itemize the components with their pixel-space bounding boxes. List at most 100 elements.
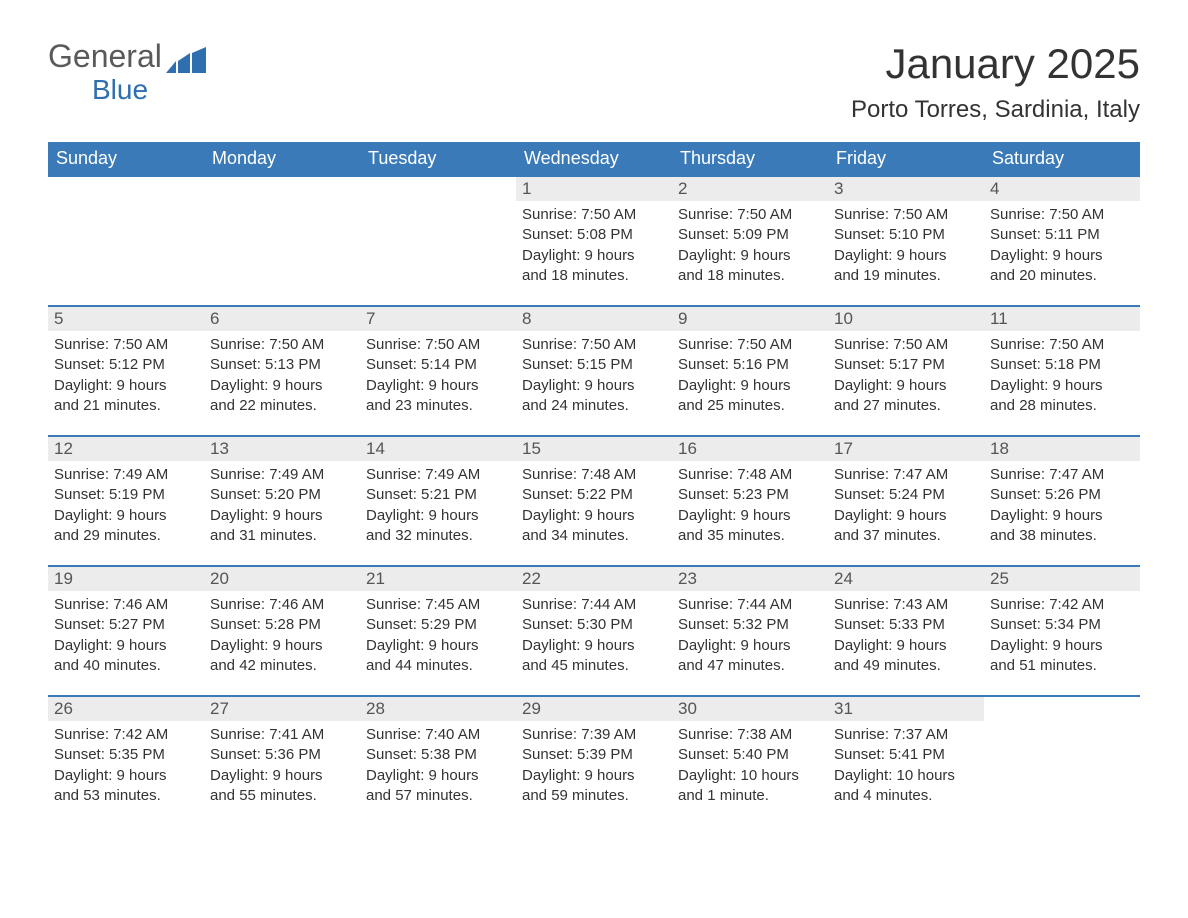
- sunset-text: Sunset: 5:24 PM: [834, 485, 978, 505]
- calendar-week: 1Sunrise: 7:50 AMSunset: 5:08 PMDaylight…: [48, 175, 1140, 305]
- day-body: Sunrise: 7:50 AMSunset: 5:08 PMDaylight:…: [516, 201, 672, 292]
- sunset-text: Sunset: 5:27 PM: [54, 615, 198, 635]
- daylight-text-2: and 59 minutes.: [522, 786, 666, 806]
- sunrise-text: Sunrise: 7:43 AM: [834, 595, 978, 615]
- sunrise-text: Sunrise: 7:50 AM: [522, 335, 666, 355]
- daylight-text-2: and 35 minutes.: [678, 526, 822, 546]
- calendar-day: 13Sunrise: 7:49 AMSunset: 5:20 PMDayligh…: [204, 437, 360, 565]
- calendar-day: 30Sunrise: 7:38 AMSunset: 5:40 PMDayligh…: [672, 697, 828, 825]
- daylight-text-2: and 44 minutes.: [366, 656, 510, 676]
- daylight-text-2: and 37 minutes.: [834, 526, 978, 546]
- daylight-text-1: Daylight: 9 hours: [522, 246, 666, 266]
- sunset-text: Sunset: 5:13 PM: [210, 355, 354, 375]
- calendar-week: 12Sunrise: 7:49 AMSunset: 5:19 PMDayligh…: [48, 435, 1140, 565]
- day-body: Sunrise: 7:49 AMSunset: 5:20 PMDaylight:…: [204, 461, 360, 552]
- sunrise-text: Sunrise: 7:48 AM: [522, 465, 666, 485]
- daylight-text-1: Daylight: 9 hours: [990, 376, 1134, 396]
- logo-chart-icon: [166, 47, 208, 78]
- calendar-week: 19Sunrise: 7:46 AMSunset: 5:27 PMDayligh…: [48, 565, 1140, 695]
- day-number: 31: [828, 697, 984, 721]
- daylight-text-2: and 38 minutes.: [990, 526, 1134, 546]
- day-number: 11: [984, 307, 1140, 331]
- sunrise-text: Sunrise: 7:50 AM: [366, 335, 510, 355]
- daylight-text-2: and 4 minutes.: [834, 786, 978, 806]
- day-body: Sunrise: 7:41 AMSunset: 5:36 PMDaylight:…: [204, 721, 360, 812]
- daylight-text-1: Daylight: 9 hours: [366, 376, 510, 396]
- day-number: 23: [672, 567, 828, 591]
- sunrise-text: Sunrise: 7:45 AM: [366, 595, 510, 615]
- daylight-text-1: Daylight: 9 hours: [366, 506, 510, 526]
- calendar-header-cell: Thursday: [672, 142, 828, 175]
- day-body: Sunrise: 7:47 AMSunset: 5:26 PMDaylight:…: [984, 461, 1140, 552]
- sunset-text: Sunset: 5:26 PM: [990, 485, 1134, 505]
- calendar-day: 16Sunrise: 7:48 AMSunset: 5:23 PMDayligh…: [672, 437, 828, 565]
- day-body: Sunrise: 7:50 AMSunset: 5:18 PMDaylight:…: [984, 331, 1140, 422]
- calendar-day: 27Sunrise: 7:41 AMSunset: 5:36 PMDayligh…: [204, 697, 360, 825]
- daylight-text-1: Daylight: 9 hours: [54, 766, 198, 786]
- day-body: Sunrise: 7:39 AMSunset: 5:39 PMDaylight:…: [516, 721, 672, 812]
- calendar-day: 24Sunrise: 7:43 AMSunset: 5:33 PMDayligh…: [828, 567, 984, 695]
- calendar-day: 12Sunrise: 7:49 AMSunset: 5:19 PMDayligh…: [48, 437, 204, 565]
- sunrise-text: Sunrise: 7:46 AM: [54, 595, 198, 615]
- day-body: Sunrise: 7:47 AMSunset: 5:24 PMDaylight:…: [828, 461, 984, 552]
- calendar-day: 8Sunrise: 7:50 AMSunset: 5:15 PMDaylight…: [516, 307, 672, 435]
- daylight-text-1: Daylight: 10 hours: [834, 766, 978, 786]
- sunset-text: Sunset: 5:39 PM: [522, 745, 666, 765]
- page-title: January 2025: [851, 40, 1140, 88]
- sunrise-text: Sunrise: 7:37 AM: [834, 725, 978, 745]
- sunset-text: Sunset: 5:33 PM: [834, 615, 978, 635]
- daylight-text-2: and 42 minutes.: [210, 656, 354, 676]
- daylight-text-2: and 51 minutes.: [990, 656, 1134, 676]
- day-number: 2: [672, 177, 828, 201]
- day-number: 3: [828, 177, 984, 201]
- calendar-day: 10Sunrise: 7:50 AMSunset: 5:17 PMDayligh…: [828, 307, 984, 435]
- day-number: 1: [516, 177, 672, 201]
- calendar-day: 26Sunrise: 7:42 AMSunset: 5:35 PMDayligh…: [48, 697, 204, 825]
- calendar-day: 5Sunrise: 7:50 AMSunset: 5:12 PMDaylight…: [48, 307, 204, 435]
- daylight-text-2: and 40 minutes.: [54, 656, 198, 676]
- sunset-text: Sunset: 5:14 PM: [366, 355, 510, 375]
- calendar: SundayMondayTuesdayWednesdayThursdayFrid…: [48, 142, 1140, 825]
- day-number: 24: [828, 567, 984, 591]
- daylight-text-2: and 57 minutes.: [366, 786, 510, 806]
- calendar-header-cell: Wednesday: [516, 142, 672, 175]
- day-number: 9: [672, 307, 828, 331]
- calendar-day: 6Sunrise: 7:50 AMSunset: 5:13 PMDaylight…: [204, 307, 360, 435]
- day-body: Sunrise: 7:50 AMSunset: 5:17 PMDaylight:…: [828, 331, 984, 422]
- daylight-text-2: and 47 minutes.: [678, 656, 822, 676]
- logo-text-1: General: [48, 38, 162, 74]
- sunset-text: Sunset: 5:15 PM: [522, 355, 666, 375]
- day-number: 20: [204, 567, 360, 591]
- sunrise-text: Sunrise: 7:41 AM: [210, 725, 354, 745]
- day-body: Sunrise: 7:50 AMSunset: 5:13 PMDaylight:…: [204, 331, 360, 422]
- daylight-text-1: Daylight: 9 hours: [210, 766, 354, 786]
- daylight-text-1: Daylight: 9 hours: [210, 376, 354, 396]
- sunrise-text: Sunrise: 7:49 AM: [54, 465, 198, 485]
- calendar-day: 3Sunrise: 7:50 AMSunset: 5:10 PMDaylight…: [828, 177, 984, 305]
- sunset-text: Sunset: 5:20 PM: [210, 485, 354, 505]
- sunrise-text: Sunrise: 7:40 AM: [366, 725, 510, 745]
- sunrise-text: Sunrise: 7:42 AM: [990, 595, 1134, 615]
- day-number: 29: [516, 697, 672, 721]
- calendar-header-cell: Monday: [204, 142, 360, 175]
- calendar-header-cell: Saturday: [984, 142, 1140, 175]
- daylight-text-1: Daylight: 9 hours: [522, 506, 666, 526]
- day-body: Sunrise: 7:50 AMSunset: 5:09 PMDaylight:…: [672, 201, 828, 292]
- daylight-text-1: Daylight: 9 hours: [522, 376, 666, 396]
- sunset-text: Sunset: 5:36 PM: [210, 745, 354, 765]
- calendar-day: 25Sunrise: 7:42 AMSunset: 5:34 PMDayligh…: [984, 567, 1140, 695]
- sunset-text: Sunset: 5:21 PM: [366, 485, 510, 505]
- calendar-day: 11Sunrise: 7:50 AMSunset: 5:18 PMDayligh…: [984, 307, 1140, 435]
- sunset-text: Sunset: 5:08 PM: [522, 225, 666, 245]
- sunset-text: Sunset: 5:10 PM: [834, 225, 978, 245]
- logo: General Blue: [48, 40, 208, 106]
- daylight-text-2: and 18 minutes.: [678, 266, 822, 286]
- day-body: Sunrise: 7:46 AMSunset: 5:27 PMDaylight:…: [48, 591, 204, 682]
- calendar-header-cell: Tuesday: [360, 142, 516, 175]
- title-block: January 2025 Porto Torres, Sardinia, Ita…: [851, 40, 1140, 124]
- calendar-header-row: SundayMondayTuesdayWednesdayThursdayFrid…: [48, 142, 1140, 175]
- daylight-text-2: and 55 minutes.: [210, 786, 354, 806]
- day-body: Sunrise: 7:44 AMSunset: 5:32 PMDaylight:…: [672, 591, 828, 682]
- day-body: Sunrise: 7:50 AMSunset: 5:12 PMDaylight:…: [48, 331, 204, 422]
- calendar-day: 31Sunrise: 7:37 AMSunset: 5:41 PMDayligh…: [828, 697, 984, 825]
